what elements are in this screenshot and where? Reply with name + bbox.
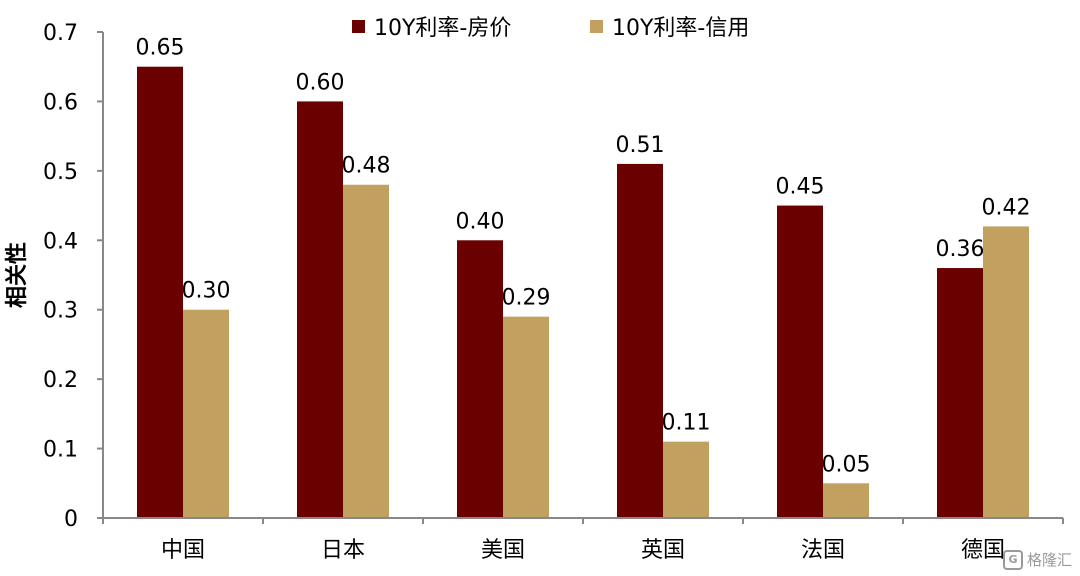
x-axis: 中国 日本 美国 英国 法国 德国 [102,517,1064,563]
legend-swatch-2 [590,20,603,33]
data-label-series2-5: 0.42 [982,195,1031,220]
y-tick-label-0: 0 [64,507,78,532]
y-tick-label-5: 0.5 [43,160,78,185]
bar-series1-4 [777,205,823,519]
data-label-series2-2: 0.29 [502,286,551,311]
bar-series1-3 [617,163,663,518]
data-label-series1-3: 0.51 [616,133,665,158]
y-axis-title: 相关性 [5,242,30,308]
plot-area: 0.65 0.30 0.60 0.48 0.40 0.29 0.51 0.11 0.45 0.05… [136,36,1031,519]
legend-swatch-1 [352,20,365,33]
legend: 10Y利率-房价 10Y利率-信用 [352,16,749,41]
data-label-series1-2: 0.40 [456,209,505,234]
bar-series2-2 [503,316,549,518]
x-tick-label-2: 美国 [481,538,525,563]
bar-series1-1 [297,101,343,518]
x-tick-label-1: 日本 [321,538,365,563]
y-tick-label-6: 0.6 [43,90,78,115]
x-tick-label-0: 中国 [161,538,205,563]
legend-label-1: 10Y利率-房价 [374,16,511,41]
bar-series2-3 [663,441,709,518]
y-tick-label-1: 0.1 [43,438,78,463]
y-tick-label-4: 0.4 [43,229,78,254]
bar-series1-0 [137,66,183,518]
x-tick-label-4: 法国 [801,538,845,563]
y-tick-label-3: 0.3 [43,299,78,324]
data-label-series1-4: 0.45 [776,175,825,200]
data-label-series2-4: 0.05 [822,452,871,477]
data-label-series2-3: 0.11 [662,411,711,436]
bar-series1-2 [457,240,503,519]
data-label-series2-1: 0.48 [342,154,391,179]
y-tick-label-2: 0.2 [43,368,78,393]
bar-series2-4 [823,483,869,518]
bar-series2-5 [983,226,1029,518]
legend-label-2: 10Y利率-信用 [612,16,749,41]
watermark-text: 格隆汇 [1026,551,1072,569]
x-tick-label-3: 英国 [641,538,685,563]
y-axis: 0 0.1 0.2 0.3 0.4 0.5 0.6 0.7 [43,21,104,532]
data-label-series2-0: 0.30 [182,279,231,304]
data-label-series1-0: 0.65 [136,36,185,61]
gelonghui-logo-icon: G [1002,549,1023,570]
x-tick-label-5: 德国 [961,538,1005,563]
bar-series2-1 [343,184,389,518]
watermark: G 格隆汇 [1002,549,1072,570]
y-tick-label-7: 0.7 [43,21,78,46]
bar-series2-0 [183,309,229,518]
data-label-series1-1: 0.60 [296,70,345,95]
data-label-series1-5: 0.36 [936,237,985,262]
bar-series1-5 [937,268,983,518]
